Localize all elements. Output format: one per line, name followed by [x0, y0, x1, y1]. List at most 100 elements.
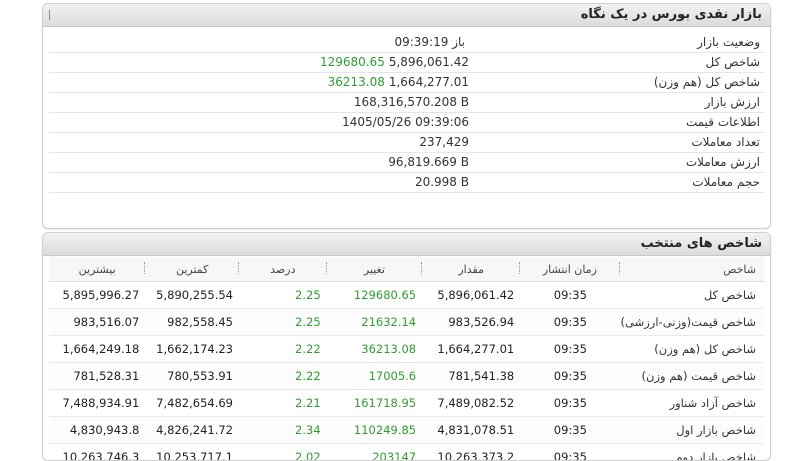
- cell-name: شاخص قیمت(وزنی-ارزشی): [620, 309, 764, 336]
- cell-value: 7,489,082.52: [422, 390, 520, 417]
- summary-row: ارزش بازار 168,316,570.208 B: [49, 92, 764, 113]
- cell-high: 4,830,943.8: [49, 417, 145, 444]
- cell-name: شاخص کل: [620, 282, 764, 309]
- summary-label: وضعیت بازار: [697, 35, 760, 49]
- cell-time: 09:35: [520, 417, 619, 444]
- cell-value: 5,896,061.42: [422, 282, 520, 309]
- summary-row: حجم معاملات 20.998 B: [49, 172, 764, 193]
- summary-label: ارزش بازار: [705, 95, 760, 109]
- cell-change: 129680.65: [327, 282, 422, 309]
- summary-row: شاخص کل (هم وزن) 36213.08 1,664,277.01: [49, 72, 764, 93]
- cell-high: 1,664,249.18: [49, 336, 145, 363]
- summary-value-cell: 237,429: [319, 135, 469, 149]
- cell-time: 09:35: [520, 363, 619, 390]
- cell-high: 10,263,746.3: [49, 444, 145, 461]
- summary-label: تعداد معاملات: [691, 135, 760, 149]
- cell-high: 983,516.07: [49, 309, 145, 336]
- cell-time: 09:35: [520, 309, 619, 336]
- cell-high: 5,895,996.27: [49, 282, 145, 309]
- summary-value-cell: 36213.08 1,664,277.01: [319, 75, 469, 89]
- col-header-high[interactable]: بیشترین: [49, 257, 145, 282]
- col-header-time[interactable]: زمان انتشار: [520, 257, 619, 282]
- cell-change: 203147: [327, 444, 422, 461]
- summary-label: اطلاعات قیمت: [686, 115, 760, 129]
- col-header-percent[interactable]: درصد: [239, 257, 327, 282]
- indices-table: بیشترین کمترین درصد تغییر مقدار زمان انت…: [49, 257, 764, 461]
- cell-change: 161718.95: [327, 390, 422, 417]
- col-header-change[interactable]: تغییر: [327, 257, 422, 282]
- cell-low: 5,890,255.54: [145, 282, 239, 309]
- cell-value: 1,664,277.01: [422, 336, 520, 363]
- cell-change: 21632.14: [327, 309, 422, 336]
- summary-label: ارزش معاملات: [686, 155, 760, 169]
- summary-change: 36213.08: [328, 75, 385, 89]
- cell-name: شاخص آزاد شناور: [620, 390, 764, 417]
- cell-percent: 2.22: [239, 336, 327, 363]
- summary-value: 1405/05/26 09:39:06: [342, 115, 469, 129]
- cell-high: 7,488,934.91: [49, 390, 145, 417]
- summary-value-cell: 1405/05/26 09:39:06: [319, 115, 469, 129]
- cell-name: شاخص بازار اول: [620, 417, 764, 444]
- cell-value: 4,831,078.51: [422, 417, 520, 444]
- cell-low: 982,558.45: [145, 309, 239, 336]
- summary-label: شاخص کل (هم وزن): [654, 75, 760, 89]
- summary-row: ارزش معاملات 96,819.669 B: [49, 152, 764, 173]
- cell-low: 780,553.91: [145, 363, 239, 390]
- summary-value: 1,664,277.01: [389, 75, 469, 89]
- cell-name: شاخص بازار دوم: [620, 444, 764, 461]
- summary-value: باز 09:39:19: [394, 35, 465, 49]
- cell-name: شاخص قیمت (هم وزن): [620, 363, 764, 390]
- summary-value: 96,819.669 B: [388, 155, 469, 169]
- selected-indices-header: شاخص های منتخب: [43, 233, 770, 256]
- cell-percent: 2.21: [239, 390, 327, 417]
- cell-low: 1,662,174.23: [145, 336, 239, 363]
- cell-change: 110249.85: [327, 417, 422, 444]
- cell-percent: 2.25: [239, 282, 327, 309]
- indices-header-row: بیشترین کمترین درصد تغییر مقدار زمان انت…: [49, 257, 764, 282]
- panel-divider-icon: [49, 10, 60, 20]
- cell-time: 09:35: [520, 282, 619, 309]
- cell-low: 4,826,241.72: [145, 417, 239, 444]
- summary-label: شاخص کل: [706, 55, 760, 69]
- summary-row: وضعیت بازار باز 09:39:19: [49, 32, 764, 53]
- cell-change: 36213.08: [327, 336, 422, 363]
- cell-time: 09:35: [520, 444, 619, 461]
- summary-value-cell: 20.998 B: [319, 175, 469, 189]
- summary-label: حجم معاملات: [692, 175, 760, 189]
- summary-value-cell: 96,819.669 B: [319, 155, 469, 169]
- cell-value: 10,263,373.2: [422, 444, 520, 461]
- col-header-name[interactable]: شاخص: [620, 257, 764, 282]
- cell-time: 09:35: [520, 336, 619, 363]
- market-summary-header: بازار نقدی بورس در یک نگاه: [43, 4, 770, 27]
- cell-low: 10,253,717.1: [145, 444, 239, 461]
- summary-value: 237,429: [419, 135, 469, 149]
- summary-value: 5,896,061.42: [389, 55, 469, 69]
- cell-change: 17005.6: [327, 363, 422, 390]
- summary-value: 168,316,570.208 B: [354, 95, 469, 109]
- summary-value-cell: باز 09:39:19: [319, 35, 469, 49]
- summary-row: تعداد معاملات 237,429: [49, 132, 764, 153]
- cell-percent: 2.34: [239, 417, 327, 444]
- selected-indices-title: شاخص های منتخب: [641, 236, 762, 251]
- summary-value: 20.998 B: [415, 175, 469, 189]
- cell-percent: 2.25: [239, 309, 327, 336]
- market-summary-panel: بازار نقدی بورس در یک نگاه وضعیت بازار با…: [42, 3, 771, 229]
- col-header-value[interactable]: مقدار: [422, 257, 520, 282]
- cell-low: 7,482,654.69: [145, 390, 239, 417]
- summary-row: اطلاعات قیمت 1405/05/26 09:39:06: [49, 112, 764, 133]
- cell-percent: 2.02: [239, 444, 327, 461]
- col-header-low[interactable]: کمترین: [145, 257, 239, 282]
- cell-name: شاخص کل (هم وزن): [620, 336, 764, 363]
- cell-value: 781,541.38: [422, 363, 520, 390]
- selected-indices-panel: شاخص های منتخب بیشترین کمترین درصد تغییر…: [42, 232, 771, 461]
